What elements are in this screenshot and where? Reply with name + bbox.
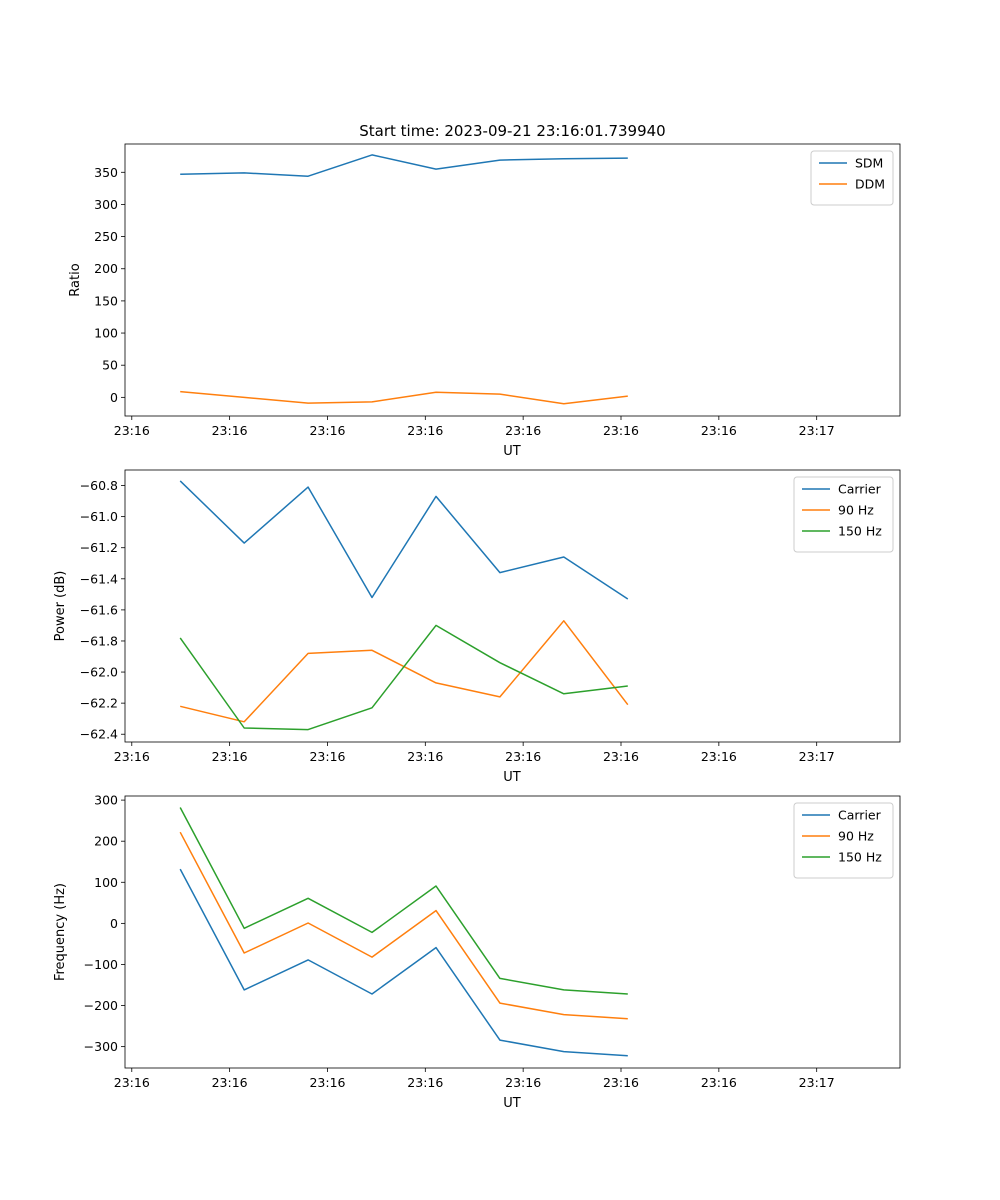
chart-panel-3: 23:16 23:16 23:16 23:16 23:16 23:16 23:16 23:17… [53, 793, 901, 1111]
x-tick-label: 23:17 [799, 749, 835, 764]
chart-panel-2: 23:16 23:16 23:16 23:16 23:16 23:16 23:16 23:17… [53, 469, 901, 785]
x-axis-label: UT [503, 770, 521, 785]
series-line-sdm [180, 154, 628, 177]
legend-label: Carrier [838, 482, 882, 497]
x-tick-label: 23:16 [309, 423, 345, 438]
legend: SDM DDM [810, 150, 894, 206]
x-tick-label: 23:16 [114, 749, 150, 764]
y-tick-label: 350 [94, 165, 118, 180]
x-tick-label: 23:16 [114, 1075, 150, 1090]
legend-label: SDM [855, 156, 883, 171]
x-tick-label: 23:16 [603, 749, 639, 764]
series-line-150-hz [179, 624, 628, 731]
y-tick-label: 50 [102, 358, 118, 373]
series-line-carrier [179, 868, 628, 1057]
figure-title: Start time: 2023-09-21 23:16:01.739940 [359, 122, 665, 140]
axes-frame [124, 795, 901, 1069]
y-tick-label: −100 [84, 957, 118, 972]
x-tick-label: 23:17 [799, 1075, 835, 1090]
y-axis-label: Ratio [68, 263, 83, 296]
y-tick-label: −61.0 [80, 509, 118, 524]
x-tick-label: 23:16 [212, 423, 248, 438]
x-tick-label: 23:16 [407, 749, 443, 764]
x-tick-label: 23:16 [603, 1075, 639, 1090]
y-tick-label: 150 [94, 293, 118, 308]
y-tick-label: 300 [94, 793, 118, 808]
y-tick-label: 100 [94, 875, 118, 890]
x-tick-label: 23:16 [212, 1075, 248, 1090]
y-tick-label: 300 [94, 197, 118, 212]
y-tick-label: 0 [110, 390, 118, 405]
x-tick-label: 23:16 [212, 749, 248, 764]
y-tick-label: −200 [84, 998, 118, 1013]
legend-label: 150 Hz [838, 524, 882, 539]
panels: 23:16 23:16 23:16 23:16 23:16 23:16 23:16 23:17… [53, 143, 901, 1111]
legend-label: 90 Hz [838, 503, 874, 518]
y-tick-label: −62.0 [80, 665, 118, 680]
y-tick-label: 100 [94, 326, 118, 341]
legend-frame [810, 150, 894, 206]
x-tick-label: 23:16 [505, 423, 541, 438]
legend-label: DDM [855, 177, 885, 192]
x-tick-label: 23:16 [701, 1075, 737, 1090]
y-axis-label: Frequency (Hz) [53, 883, 68, 981]
legend-frame [793, 476, 894, 553]
series-line-ddm [180, 390, 628, 405]
x-tick-label: 23:17 [799, 423, 835, 438]
y-tick-label: −61.6 [80, 602, 118, 617]
x-tick-label: 23:16 [407, 423, 443, 438]
x-axis-label: UT [503, 1096, 521, 1111]
y-tick-label: −61.4 [80, 571, 118, 586]
y-tick-label: −61.8 [80, 633, 118, 648]
y-tick-label: 200 [94, 834, 118, 849]
series-line-150-hz [179, 807, 628, 995]
y-tick-label: −61.2 [80, 540, 118, 555]
x-tick-label: 23:16 [309, 1075, 345, 1090]
series-line-90-hz [179, 831, 628, 1020]
y-tick-label: −300 [84, 1039, 118, 1054]
y-tick-label: −60.8 [80, 478, 118, 493]
x-tick-label: 23:16 [701, 423, 737, 438]
x-tick-label: 23:16 [505, 1075, 541, 1090]
axes-frame [124, 469, 901, 743]
chart-panel-1: 23:16 23:16 23:16 23:16 23:16 23:16 23:16 23:17… [68, 143, 901, 459]
y-tick-label: 250 [94, 229, 118, 244]
y-axis-label: Power (dB) [53, 571, 68, 642]
y-tick-label: 0 [110, 916, 118, 931]
x-tick-label: 23:16 [114, 423, 150, 438]
legend: Carrier 90 Hz 150 Hz [793, 476, 894, 553]
x-tick-label: 23:16 [309, 749, 345, 764]
legend: Carrier 90 Hz 150 Hz [793, 802, 894, 879]
axes-frame [124, 143, 901, 417]
legend-label: Carrier [838, 808, 882, 823]
legend-label: 150 Hz [838, 850, 882, 865]
y-tick-label: −62.2 [80, 696, 118, 711]
x-tick-label: 23:16 [701, 749, 737, 764]
legend-frame [793, 802, 894, 879]
legend-label: 90 Hz [838, 829, 874, 844]
y-tick-label: −62.4 [80, 727, 118, 742]
x-tick-label: 23:16 [407, 1075, 443, 1090]
x-axis-label: UT [503, 444, 521, 459]
x-tick-label: 23:16 [603, 423, 639, 438]
series-line-carrier [179, 480, 629, 600]
x-tick-label: 23:16 [505, 749, 541, 764]
y-tick-label: 200 [94, 261, 118, 276]
